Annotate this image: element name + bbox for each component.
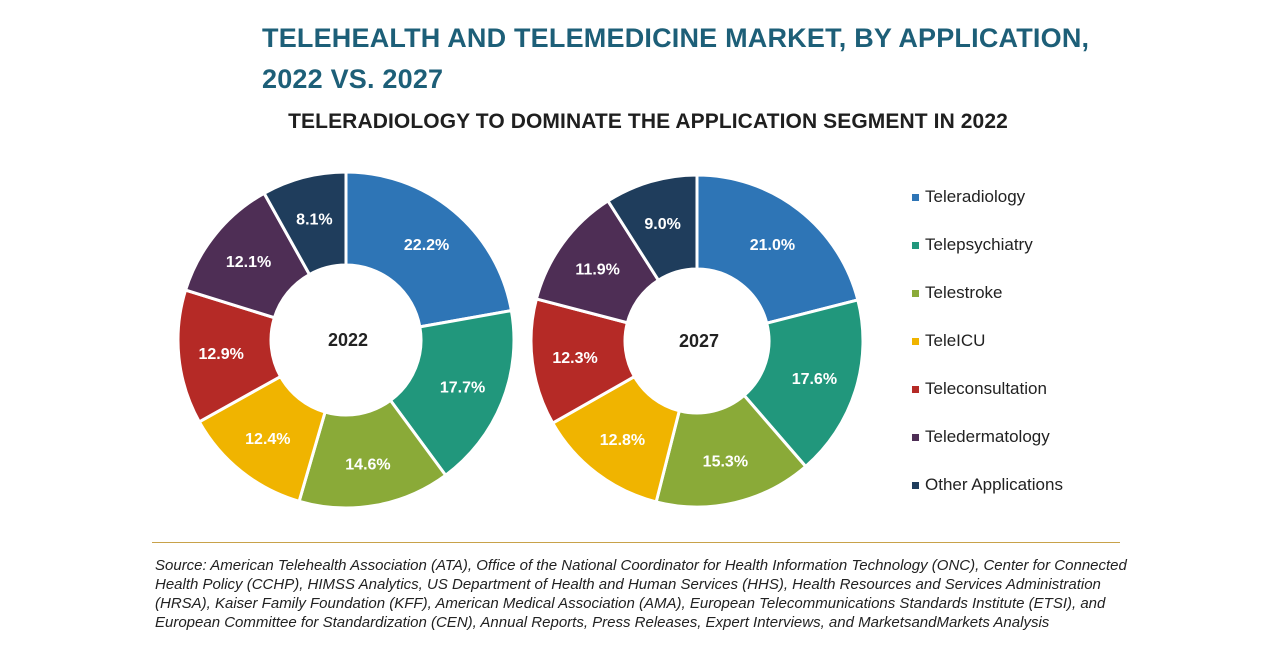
data-label: 9.0% [644, 216, 680, 233]
legend-label: Teleradiology [925, 187, 1026, 206]
donut-center-year: 2022 [328, 330, 368, 350]
legend-swatch [912, 433, 919, 441]
data-label: 8.1% [296, 212, 332, 229]
legend-label: Telestroke [925, 283, 1003, 302]
donut-slice-2022-other-applications [262, 170, 348, 277]
chart-title-line2: 2022 VS. 2027 [262, 64, 444, 94]
donut-center-year: 2027 [679, 331, 719, 351]
data-label: 12.9% [198, 346, 243, 363]
data-label: 15.3% [703, 454, 748, 471]
donut-slice-2027-telepsychiatry [742, 298, 865, 469]
legend-item: Teleconsultation [912, 377, 1172, 401]
legend-label: Teledermatology [925, 427, 1050, 446]
legend-swatch [912, 385, 919, 393]
chart-title-line1: TELEHEALTH AND TELEMEDICINE MARKET, BY A… [262, 23, 1090, 53]
legend-label: Other Applications [925, 475, 1063, 494]
donut-slice-2022-telestroke [297, 398, 448, 510]
legend-swatch [912, 241, 919, 249]
legend-swatch [912, 337, 919, 345]
divider [152, 542, 1120, 543]
legend-swatch [912, 481, 919, 489]
data-label: 14.6% [345, 457, 390, 474]
data-label: 12.4% [245, 431, 290, 448]
data-label: 12.8% [600, 432, 645, 449]
data-label: 12.3% [552, 350, 597, 367]
legend-item: Teledermatology [912, 425, 1172, 449]
legend-item: Other Applications [912, 473, 1172, 497]
source-note: Source: American Telehealth Association … [155, 557, 1127, 631]
legend-item: Telestroke [912, 281, 1172, 305]
legend-swatch [912, 289, 919, 297]
chart-title: TELEHEALTH AND TELEMEDICINE MARKET, BY A… [262, 18, 1162, 100]
donut-slice-2027-other-applications [605, 173, 699, 283]
data-label: 11.9% [575, 261, 619, 278]
data-label: 17.7% [440, 380, 485, 397]
donut-slice-2022-telepsychiatry [388, 308, 516, 478]
data-label: 22.2% [404, 237, 449, 254]
chart-subtitle: TELERADIOLOGY TO DOMINATE THE APPLICATIO… [288, 110, 1008, 133]
legend-item: Telepsychiatry [912, 233, 1172, 257]
legend-item: TeleICU [912, 329, 1172, 353]
legend-label: Teleconsultation [925, 379, 1047, 398]
data-label: 21.0% [750, 237, 795, 254]
legend-label: Telepsychiatry [925, 235, 1033, 254]
legend: Teleradiology Telepsychiatry Telestroke … [912, 185, 1172, 521]
legend-swatch [912, 193, 919, 201]
data-label: 12.1% [226, 254, 271, 271]
donut-slice-2027-teleradiology [695, 173, 860, 326]
donut-slice-2022-teleradiology [344, 170, 514, 329]
donut-slice-2027-telestroke [654, 393, 808, 509]
legend-label: TeleICU [925, 331, 986, 350]
legend-item: Teleradiology [912, 185, 1172, 209]
data-label: 17.6% [792, 371, 837, 388]
